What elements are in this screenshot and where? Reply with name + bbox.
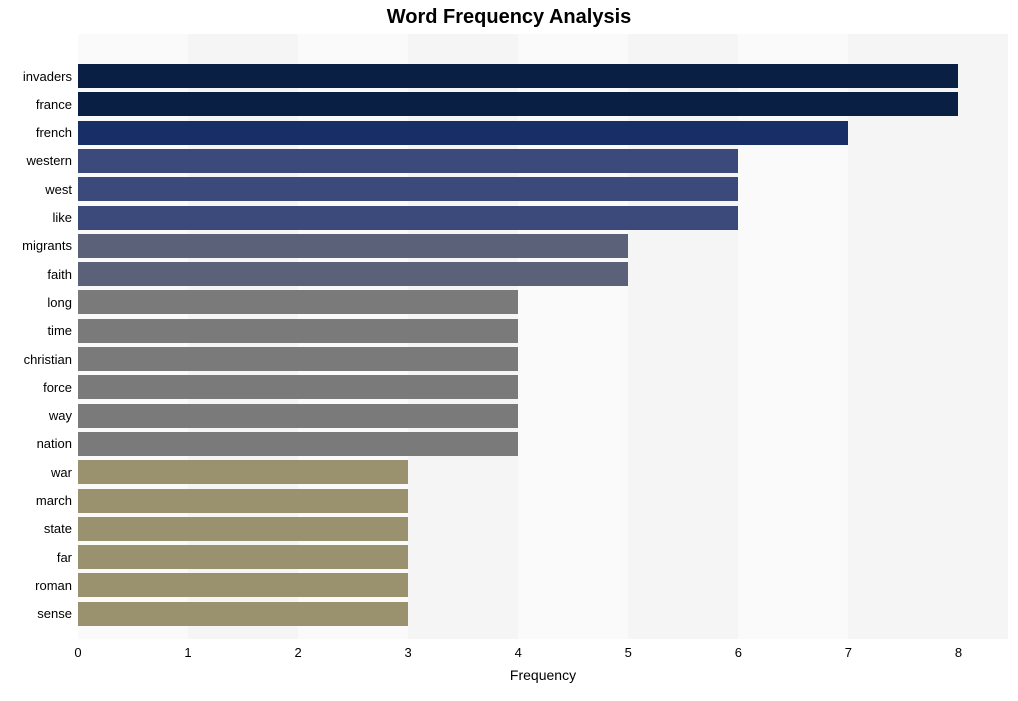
bar — [78, 545, 408, 569]
bar-row — [78, 92, 958, 116]
bar — [78, 432, 518, 456]
y-tick-label: french — [0, 125, 72, 140]
x-tick-label: 0 — [74, 645, 81, 660]
bar-row — [78, 206, 738, 230]
y-tick-label: roman — [0, 578, 72, 593]
y-tick-label: time — [0, 323, 72, 338]
bar-row — [78, 64, 958, 88]
x-tick-label: 6 — [735, 645, 742, 660]
y-tick-label: far — [0, 550, 72, 565]
y-tick-label: like — [0, 210, 72, 225]
y-tick-label: christian — [0, 352, 72, 367]
plot-area — [78, 34, 1008, 639]
bar — [78, 602, 408, 626]
bar-row — [78, 460, 408, 484]
x-tick-label: 2 — [294, 645, 301, 660]
bar — [78, 121, 848, 145]
bar-row — [78, 375, 518, 399]
bar — [78, 319, 518, 343]
bar-row — [78, 517, 408, 541]
bar-row — [78, 545, 408, 569]
bar — [78, 404, 518, 428]
bar-row — [78, 432, 518, 456]
bar-row — [78, 489, 408, 513]
bar-row — [78, 149, 738, 173]
x-tick-label: 7 — [845, 645, 852, 660]
y-tick-label: migrants — [0, 238, 72, 253]
bar — [78, 517, 408, 541]
bar-row — [78, 234, 628, 258]
bar — [78, 375, 518, 399]
y-tick-label: faith — [0, 267, 72, 282]
bar — [78, 347, 518, 371]
bar — [78, 234, 628, 258]
y-tick-label: long — [0, 295, 72, 310]
chart-container: Word Frequency Analysis invaders france fr… — [0, 0, 1018, 701]
bar — [78, 489, 408, 513]
grid-band — [848, 34, 958, 639]
bar — [78, 64, 958, 88]
y-tick-label: nation — [0, 436, 72, 451]
bar-row — [78, 404, 518, 428]
x-tick-label: 4 — [515, 645, 522, 660]
bar — [78, 290, 518, 314]
chart-title: Word Frequency Analysis — [0, 0, 1018, 29]
bar — [78, 573, 408, 597]
y-tick-label: way — [0, 408, 72, 423]
y-tick-label: state — [0, 521, 72, 536]
y-tick-label: france — [0, 97, 72, 112]
x-axis-label: Frequency — [78, 667, 1008, 683]
y-tick-label: west — [0, 182, 72, 197]
bar — [78, 149, 738, 173]
y-tick-label: sense — [0, 606, 72, 621]
x-tick-label: 8 — [955, 645, 962, 660]
bar-row — [78, 573, 408, 597]
y-tick-label: force — [0, 380, 72, 395]
bar-row — [78, 121, 848, 145]
bar — [78, 262, 628, 286]
x-tick-label: 3 — [405, 645, 412, 660]
y-tick-label: war — [0, 465, 72, 480]
y-tick-label: march — [0, 493, 72, 508]
bar-row — [78, 602, 408, 626]
bar-row — [78, 262, 628, 286]
x-tick-label: 5 — [625, 645, 632, 660]
bar-row — [78, 347, 518, 371]
bar — [78, 460, 408, 484]
y-tick-label: invaders — [0, 69, 72, 84]
bar-row — [78, 177, 738, 201]
grid-band — [958, 34, 1008, 639]
y-tick-label: western — [0, 153, 72, 168]
bar — [78, 177, 738, 201]
bar-row — [78, 290, 518, 314]
bar — [78, 92, 958, 116]
x-tick-label: 1 — [184, 645, 191, 660]
bar — [78, 206, 738, 230]
bar-row — [78, 319, 518, 343]
